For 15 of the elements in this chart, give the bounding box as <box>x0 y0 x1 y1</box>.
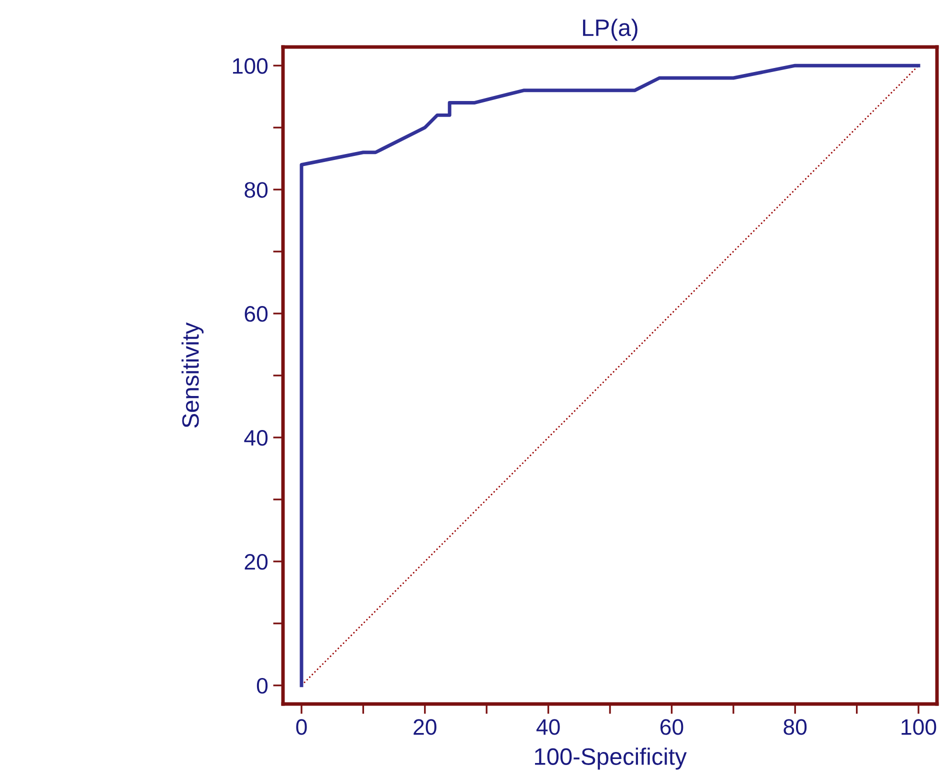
chart-title: LP(a) <box>583 18 638 41</box>
y-tick-label: 40 <box>244 430 268 446</box>
x-tick-label: 60 <box>660 719 684 735</box>
x-tick-label: 80 <box>784 719 807 735</box>
y-tick-label: 80 <box>244 182 268 198</box>
y-tick-label: 60 <box>244 306 268 322</box>
y-tick-label: 20 <box>244 554 268 570</box>
x-tick-label: 40 <box>536 719 560 735</box>
x-axis-title: 100-Specificity <box>535 748 687 770</box>
x-tick-label: 100 <box>902 719 936 735</box>
x-tick-label: 0 <box>296 719 307 735</box>
y-tick-label: 0 <box>256 678 268 694</box>
y-tick-label: 100 <box>233 58 268 74</box>
y-axis-title: Sensitivity <box>182 322 204 428</box>
x-tick-label: 20 <box>414 719 436 735</box>
